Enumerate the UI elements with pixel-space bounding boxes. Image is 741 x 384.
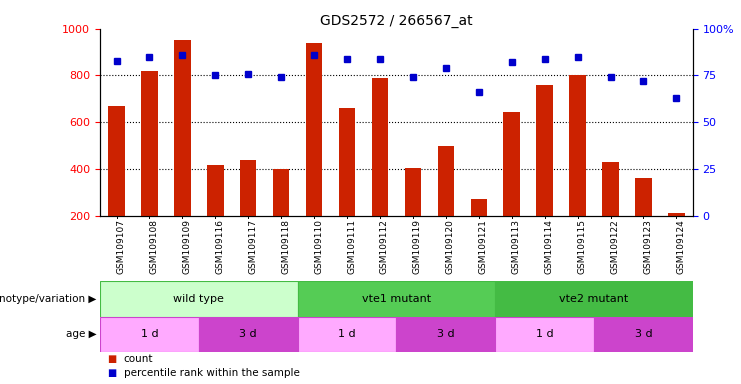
Text: percentile rank within the sample: percentile rank within the sample [124,368,299,378]
Text: vte1 mutant: vte1 mutant [362,294,431,304]
Text: GSM109107: GSM109107 [116,219,125,274]
Text: GSM109119: GSM109119 [413,219,422,274]
Text: GSM109110: GSM109110 [314,219,323,274]
Text: 1 d: 1 d [536,329,554,339]
Text: GSM109114: GSM109114 [545,219,554,274]
Bar [503,112,520,216]
Text: 1 d: 1 d [338,329,356,339]
Text: GSM109115: GSM109115 [577,219,587,274]
Text: GSM109109: GSM109109 [182,219,191,274]
Bar [100,316,199,352]
Text: GSM109122: GSM109122 [611,219,619,274]
Text: GSM109124: GSM109124 [677,219,685,274]
Text: 3 d: 3 d [634,329,652,339]
Bar [240,160,256,216]
Bar [298,281,495,316]
Bar [199,316,298,352]
Bar [396,316,495,352]
Bar [273,169,290,216]
Text: wild type: wild type [173,294,225,304]
Text: GSM109121: GSM109121 [479,219,488,274]
Text: ■: ■ [107,368,116,378]
Bar [495,316,594,352]
Bar [594,316,693,352]
Text: ■: ■ [107,354,116,364]
Bar [306,43,322,216]
Text: GSM109108: GSM109108 [150,219,159,274]
Bar [438,146,454,216]
Text: GSM109118: GSM109118 [281,219,290,274]
Text: vte2 mutant: vte2 mutant [559,294,628,304]
Text: GSM109112: GSM109112 [380,219,389,274]
Bar [536,85,553,216]
Bar [471,199,487,216]
Title: GDS2572 / 266567_at: GDS2572 / 266567_at [320,14,473,28]
Text: 3 d: 3 d [437,329,455,339]
Text: GSM109120: GSM109120 [446,219,455,274]
Text: 1 d: 1 d [141,329,159,339]
Bar [372,78,388,216]
Bar [602,162,619,216]
Bar [174,40,190,216]
Bar [339,108,355,216]
Bar [142,71,158,216]
Bar [668,214,685,216]
Text: GSM109113: GSM109113 [512,219,521,274]
Text: count: count [124,354,153,364]
Text: age ▶: age ▶ [66,329,96,339]
Bar [405,168,421,216]
Text: GSM109111: GSM109111 [347,219,356,274]
Bar [207,166,224,216]
Bar [298,316,396,352]
Text: genotype/variation ▶: genotype/variation ▶ [0,294,96,304]
Bar [635,178,651,216]
Text: GSM109116: GSM109116 [216,219,225,274]
Text: 3 d: 3 d [239,329,257,339]
Bar [108,106,124,216]
Text: GSM109117: GSM109117 [248,219,257,274]
Bar [569,76,586,216]
Bar [495,281,693,316]
Text: GSM109123: GSM109123 [643,219,652,274]
Bar [100,281,298,316]
